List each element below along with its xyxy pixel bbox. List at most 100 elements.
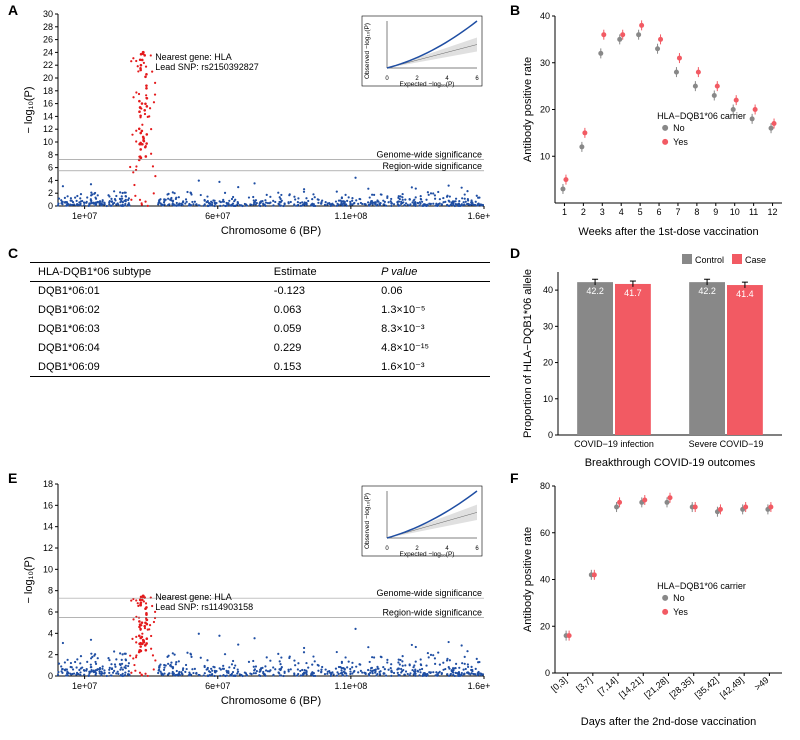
svg-text:11: 11 (749, 207, 758, 217)
svg-text:12: 12 (768, 207, 778, 217)
svg-text:10: 10 (43, 137, 53, 147)
svg-text:42.2: 42.2 (586, 286, 604, 296)
svg-text:1.6e+08: 1.6e+08 (468, 681, 490, 691)
svg-text:40: 40 (540, 11, 550, 21)
svg-text:No: No (673, 123, 685, 133)
svg-text:1e+07: 1e+07 (72, 211, 97, 221)
svg-text:20: 20 (543, 358, 553, 368)
svg-text:30: 30 (540, 58, 550, 68)
svg-text:5: 5 (638, 207, 643, 217)
svg-text:6: 6 (657, 207, 662, 217)
svg-text:24: 24 (43, 47, 53, 57)
svg-text:0: 0 (48, 671, 53, 681)
svg-text:HLA−DQB1*06 carrier: HLA−DQB1*06 carrier (657, 581, 746, 591)
svg-text:Expected −log₁₀(P): Expected −log₁₀(P) (400, 81, 455, 88)
svg-text:− log₁₀(P): − log₁₀(P) (23, 556, 35, 603)
svg-text:42.2: 42.2 (698, 286, 716, 296)
svg-text:28: 28 (43, 22, 53, 32)
svg-text:12: 12 (43, 543, 53, 553)
svg-text:0: 0 (48, 201, 53, 211)
svg-text:>49: >49 (753, 675, 771, 692)
svg-text:16: 16 (43, 500, 53, 510)
svg-text:Chromosome 6 (BP): Chromosome 6 (BP) (221, 695, 321, 707)
svg-text:6e+07: 6e+07 (205, 211, 230, 221)
panel-a-chart: 0246810121416182022242628301e+076e+071.1… (20, 8, 490, 238)
svg-text:14: 14 (43, 111, 53, 121)
panel-d-label: D (510, 245, 520, 261)
panel-c-table: HLA-DQB1*06 subtypeEstimateP valueDQB1*0… (30, 262, 490, 377)
svg-text:6e+07: 6e+07 (205, 681, 230, 691)
svg-text:Nearest gene: HLA: Nearest gene: HLA (155, 52, 232, 62)
svg-text:Lead SNP: rs114903158: Lead SNP: rs114903158 (155, 602, 253, 612)
svg-text:22: 22 (43, 60, 53, 70)
svg-text:Yes: Yes (673, 607, 688, 617)
svg-text:1: 1 (562, 207, 567, 217)
svg-text:10: 10 (730, 207, 740, 217)
svg-text:12: 12 (43, 124, 53, 134)
svg-text:41.7: 41.7 (624, 288, 642, 298)
svg-text:0: 0 (548, 430, 553, 440)
svg-text:Breakthrough COVID-19 outcomes: Breakthrough COVID-19 outcomes (585, 457, 756, 469)
svg-text:Proportion of HLA−DQB1*06 alle: Proportion of HLA−DQB1*06 allele (522, 269, 534, 438)
svg-text:Control: Control (695, 255, 724, 265)
svg-text:10: 10 (543, 394, 553, 404)
svg-text:Genome-wide significance: Genome-wide significance (376, 588, 482, 598)
panel-f-label: F (510, 470, 519, 486)
panel-d-chart: 0 10 20 30 40 42.2 41.7 COVID−19 infection 42.2 4… (520, 250, 790, 470)
svg-text:2: 2 (48, 188, 53, 198)
svg-text:Case: Case (745, 255, 766, 265)
svg-text:Severe COVID−19: Severe COVID−19 (689, 439, 764, 449)
svg-text:8: 8 (48, 150, 53, 160)
svg-text:18: 18 (43, 86, 53, 96)
svg-text:1.1e+08: 1.1e+08 (334, 211, 367, 221)
svg-text:[42,49]: [42,49] (718, 675, 746, 700)
svg-text:4: 4 (48, 175, 53, 185)
svg-text:1.1e+08: 1.1e+08 (334, 681, 367, 691)
panel-e-chart: 0246810121416181e+076e+071.1e+081.6e+08G… (20, 478, 490, 708)
svg-text:41.4: 41.4 (736, 289, 754, 299)
panel-e-label: E (8, 470, 17, 486)
svg-text:8: 8 (48, 586, 53, 596)
svg-text:[3,7]: [3,7] (574, 675, 594, 694)
svg-text:30: 30 (543, 321, 553, 331)
svg-text:COVID−19 infection: COVID−19 infection (574, 439, 654, 449)
svg-text:80: 80 (540, 481, 550, 491)
svg-text:18: 18 (43, 479, 53, 489)
svg-text:4: 4 (619, 207, 624, 217)
svg-text:3: 3 (600, 207, 605, 217)
svg-text:1e+07: 1e+07 (72, 681, 97, 691)
svg-text:16: 16 (43, 99, 53, 109)
svg-text:2: 2 (581, 207, 586, 217)
svg-text:[7,14]: [7,14] (596, 675, 620, 697)
svg-text:40: 40 (540, 575, 550, 585)
svg-text:60: 60 (540, 528, 550, 538)
svg-text:30: 30 (43, 9, 53, 19)
svg-text:Chromosome 6 (BP): Chromosome 6 (BP) (221, 225, 321, 237)
svg-text:7: 7 (675, 207, 680, 217)
svg-text:Genome-wide significance: Genome-wide significance (376, 149, 482, 159)
svg-text:− log₁₀(P): − log₁₀(P) (23, 86, 35, 133)
svg-text:8: 8 (694, 207, 699, 217)
svg-text:Yes: Yes (673, 137, 688, 147)
svg-text:[28,35]: [28,35] (667, 675, 695, 700)
svg-text:14: 14 (43, 522, 53, 532)
svg-text:10: 10 (540, 151, 550, 161)
svg-text:1.6e+08: 1.6e+08 (468, 211, 490, 221)
svg-text:No: No (673, 593, 685, 603)
svg-text:Observed −log₁₀(P): Observed −log₁₀(P) (364, 493, 371, 549)
svg-text:26: 26 (43, 35, 53, 45)
panel-c-label: C (8, 245, 18, 261)
svg-text:[14,21]: [14,21] (617, 675, 645, 700)
svg-text:Antibody positive rate: Antibody positive rate (522, 527, 534, 632)
svg-text:40: 40 (543, 285, 553, 295)
svg-text:6: 6 (48, 607, 53, 617)
svg-text:4: 4 (48, 628, 53, 638)
svg-text:[21,28]: [21,28] (642, 675, 670, 700)
svg-text:Region-wide significance: Region-wide significance (382, 161, 482, 171)
svg-text:9: 9 (713, 207, 718, 217)
panel-b-label: B (510, 2, 520, 18)
svg-text:Lead SNP: rs2150392827: Lead SNP: rs2150392827 (155, 62, 259, 72)
svg-text:Expected −log₁₀(P): Expected −log₁₀(P) (400, 551, 455, 558)
svg-text:0: 0 (545, 668, 550, 678)
svg-text:Observed −log₁₀(P): Observed −log₁₀(P) (364, 23, 371, 79)
